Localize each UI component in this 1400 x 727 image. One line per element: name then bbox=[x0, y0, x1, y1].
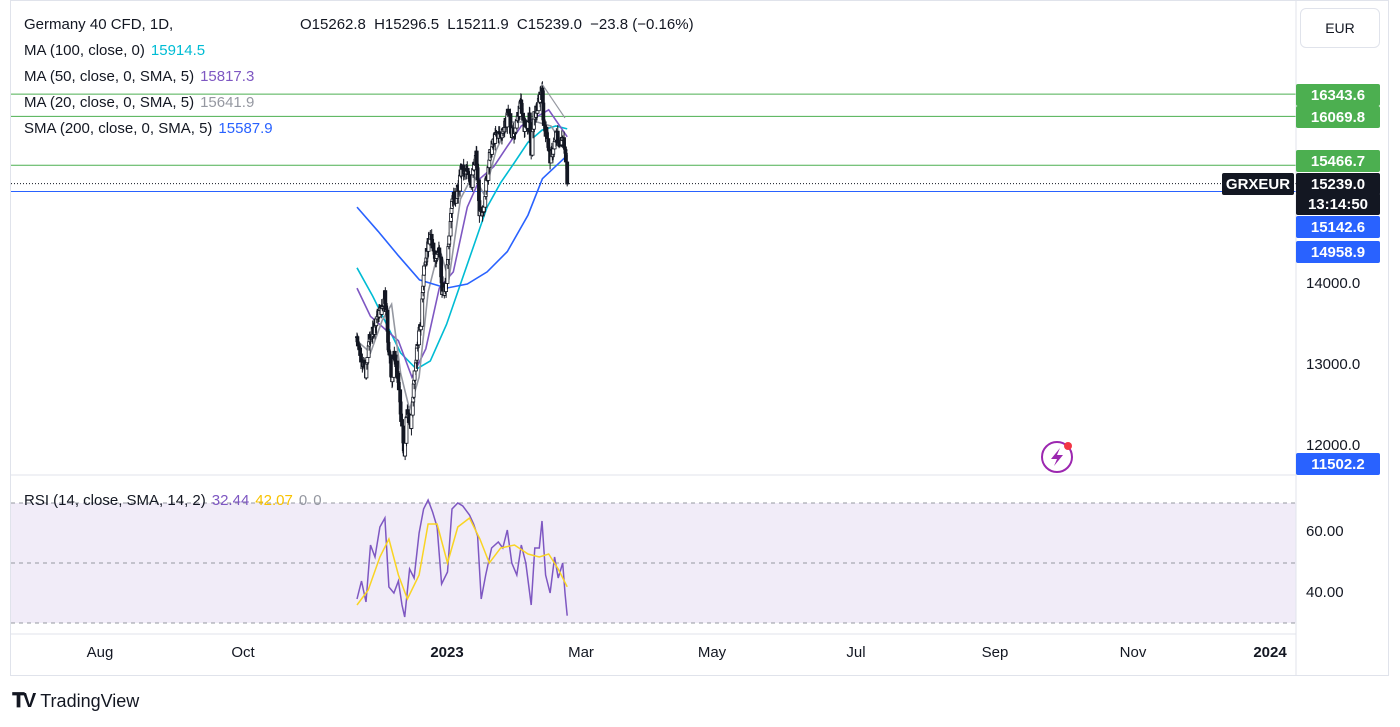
legend-value: 15587.9 bbox=[218, 120, 273, 137]
time-axis-label: 2023 bbox=[430, 644, 464, 661]
price-axis-label: 12000.0 bbox=[1306, 437, 1361, 454]
symbol-title: Germany 40 CFD, 1D, bbox=[24, 16, 174, 33]
rsi-axis-label: 60.00 bbox=[1306, 523, 1344, 540]
price-tag-low: 11502.2 bbox=[1296, 453, 1380, 475]
open-value: O15262.8 bbox=[300, 16, 366, 33]
rsi-value: 32.44 bbox=[211, 492, 250, 509]
time-axis-label: Sep bbox=[981, 644, 1009, 661]
ma-line bbox=[356, 125, 568, 371]
rsi-sma-line bbox=[356, 516, 568, 606]
candle-body bbox=[487, 159, 492, 169]
currency-button[interactable]: EUR bbox=[1300, 8, 1380, 48]
time-axis-label: Aug bbox=[86, 644, 114, 661]
rsi-extra-1: 0 bbox=[298, 492, 308, 509]
candle-body bbox=[565, 161, 570, 185]
rsi-lines bbox=[356, 498, 568, 618]
candle-body bbox=[439, 256, 444, 278]
tradingview-logo[interactable]: 𝐓V TradingView bbox=[12, 690, 139, 713]
candle-body bbox=[431, 242, 436, 252]
tradingview-wordmark: TradingView bbox=[40, 691, 140, 711]
candle-body bbox=[398, 389, 403, 403]
high-value: H15296.5 bbox=[374, 16, 440, 33]
price-axis-label: 14000.0 bbox=[1306, 275, 1361, 292]
legend-label: MA (50, close, 0, SMA, 5) bbox=[24, 68, 195, 85]
legend-label: RSI (14, close, SMA, 14, 2) bbox=[24, 492, 206, 509]
rsi-band bbox=[11, 502, 1296, 624]
candle-body bbox=[386, 330, 390, 343]
price-tag-r1: 16343.6 bbox=[1296, 84, 1380, 106]
candles bbox=[355, 81, 570, 461]
legend-value: 15914.5 bbox=[150, 42, 206, 59]
candle-body bbox=[439, 276, 444, 284]
price-axis-label: 13000.0 bbox=[1306, 356, 1361, 373]
last-price-tag: 15239.0 bbox=[1296, 173, 1380, 195]
candle-body bbox=[386, 341, 391, 351]
candle-body bbox=[551, 148, 556, 155]
legend-label: SMA (200, close, 0, SMA, 5) bbox=[24, 120, 213, 137]
time-axis-label: Nov bbox=[1119, 644, 1147, 661]
countdown-tag: 13:14:50 bbox=[1296, 193, 1380, 215]
candle-body bbox=[385, 309, 390, 332]
candle-body bbox=[449, 207, 454, 214]
price-tag-s1: 15142.6 bbox=[1296, 216, 1380, 238]
rsi-line bbox=[356, 498, 568, 618]
rsi-sma-value: 42.07 bbox=[255, 492, 293, 509]
horizontal-levels bbox=[11, 93, 1296, 192]
tradingview-logo-icon: 𝐓V bbox=[12, 690, 36, 712]
chart-frame bbox=[10, 0, 1389, 676]
legend-ma20[interactable]: MA (20, close, 0, SMA, 5) 15641.9 bbox=[24, 94, 260, 111]
time-axis-label: 2024 bbox=[1253, 644, 1287, 661]
price-tag-s2: 14958.9 bbox=[1296, 241, 1380, 263]
legend-label: MA (20, close, 0, SMA, 5) bbox=[24, 94, 195, 111]
trend-line bbox=[541, 83, 566, 119]
candle-body bbox=[541, 119, 546, 126]
legend-label: MA (100, close, 0) bbox=[24, 42, 145, 59]
change-value: −23.8 (−0.16%) bbox=[590, 16, 694, 33]
ma-line bbox=[356, 154, 568, 289]
time-axis-label: Mar bbox=[568, 644, 594, 661]
time-axis-label: Oct bbox=[231, 644, 255, 661]
trend-line-segment bbox=[541, 83, 566, 119]
candle-body bbox=[420, 298, 425, 327]
close-value: C15239.0 bbox=[516, 16, 582, 33]
candle-body bbox=[421, 274, 426, 287]
rsi-extra-2: 0 bbox=[313, 492, 322, 509]
legend-ma100[interactable]: MA (100, close, 0) 15914.5 bbox=[24, 42, 211, 59]
rsi-axis-label: 40.00 bbox=[1306, 584, 1344, 601]
time-axis-label: May bbox=[697, 644, 727, 661]
price-tag-r2: 16069.8 bbox=[1296, 106, 1380, 128]
legend-value: 15641.9 bbox=[200, 94, 255, 111]
candle-body bbox=[417, 330, 421, 346]
candle-body bbox=[508, 113, 513, 127]
candle-body bbox=[544, 126, 549, 134]
legend-sma200[interactable]: SMA (200, close, 0, SMA, 5) 15587.9 bbox=[24, 120, 279, 137]
ohlc-readout: O15262.8 H15296.5 L15211.9 C15239.0 −23.… bbox=[300, 16, 698, 33]
low-value: L15211.9 bbox=[447, 16, 509, 33]
candle-body bbox=[418, 325, 423, 331]
candle-body bbox=[365, 357, 370, 364]
legend-value: 15817.3 bbox=[200, 68, 255, 85]
symbol-tag: GRXEUR bbox=[1222, 173, 1294, 195]
flash-icon[interactable] bbox=[1041, 441, 1073, 473]
moving-averages bbox=[356, 108, 568, 413]
candle-body bbox=[401, 425, 406, 444]
legend-rsi[interactable]: RSI (14, close, SMA, 14, 2) 32.44 42.07 0 0 bbox=[24, 492, 328, 509]
legend-ma50[interactable]: MA (50, close, 0, SMA, 5) 15817.3 bbox=[24, 68, 260, 85]
price-tag-r3: 15466.7 bbox=[1296, 150, 1380, 172]
time-axis-label: Jul bbox=[846, 644, 866, 661]
